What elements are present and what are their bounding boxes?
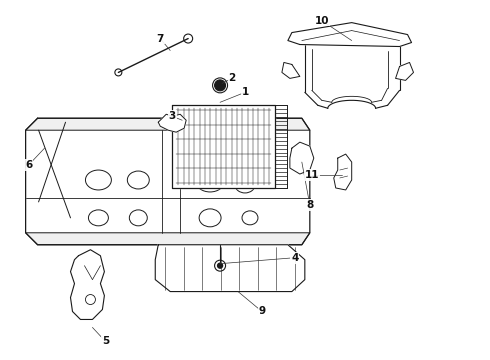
Polygon shape xyxy=(71,250,104,319)
Text: 11: 11 xyxy=(305,170,319,180)
Polygon shape xyxy=(25,233,310,245)
Text: 7: 7 xyxy=(156,33,164,44)
Polygon shape xyxy=(282,62,300,78)
Polygon shape xyxy=(172,105,275,188)
Text: 8: 8 xyxy=(306,200,314,210)
Text: 9: 9 xyxy=(258,306,266,316)
Polygon shape xyxy=(158,114,186,132)
Text: 2: 2 xyxy=(228,73,236,84)
Text: 6: 6 xyxy=(25,160,32,170)
Polygon shape xyxy=(290,142,314,174)
Polygon shape xyxy=(25,118,310,130)
Polygon shape xyxy=(288,23,412,46)
Polygon shape xyxy=(155,245,305,292)
Polygon shape xyxy=(25,118,310,245)
Polygon shape xyxy=(395,62,414,80)
Circle shape xyxy=(218,263,222,268)
Text: 3: 3 xyxy=(169,111,176,121)
Polygon shape xyxy=(334,154,352,190)
Circle shape xyxy=(215,80,225,91)
Text: 10: 10 xyxy=(315,15,329,26)
Text: 1: 1 xyxy=(242,87,248,97)
Text: 5: 5 xyxy=(102,336,109,346)
Text: 4: 4 xyxy=(291,253,298,263)
